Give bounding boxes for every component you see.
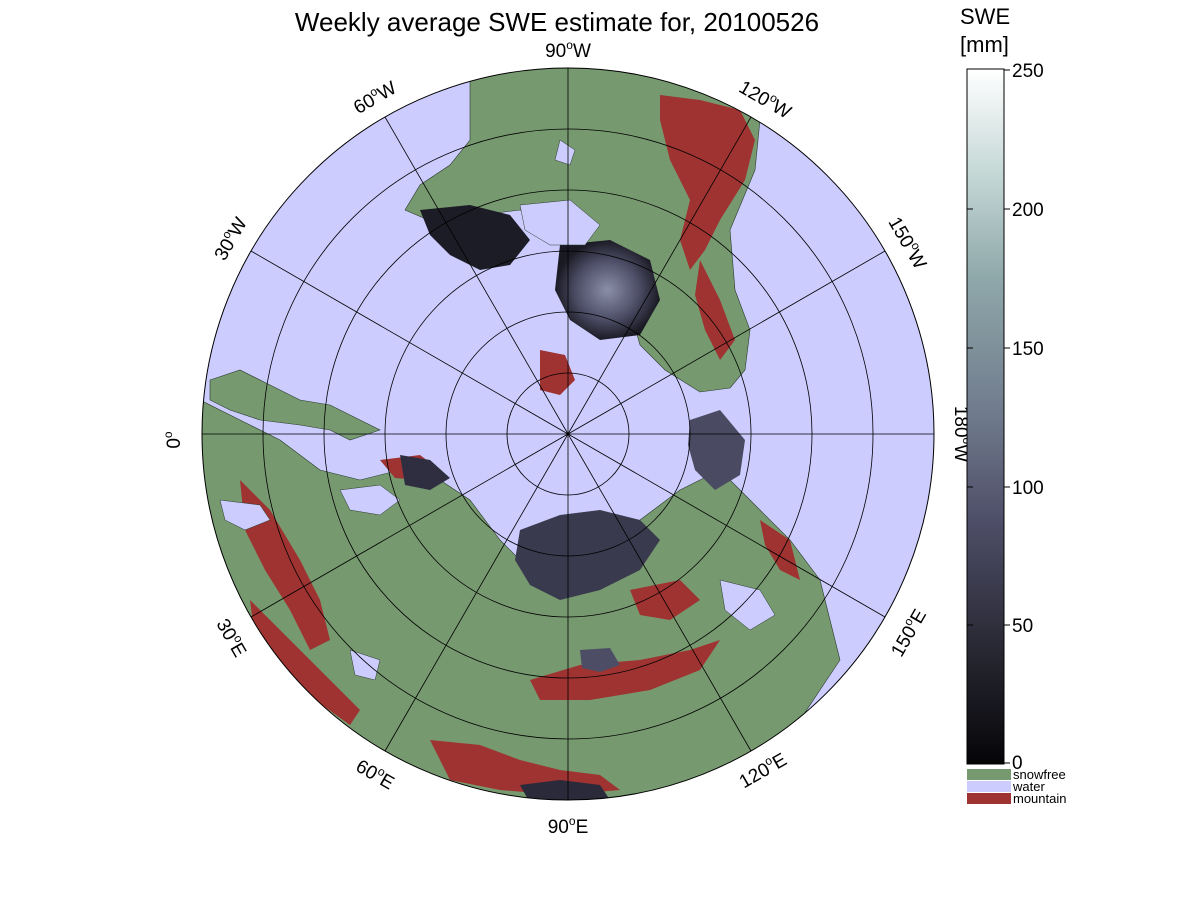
colorbar-tick-0: 0 bbox=[1012, 753, 1023, 774]
colorbar-label-unit: [mm] bbox=[960, 32, 1009, 57]
swatch-mountain bbox=[967, 793, 1011, 804]
colorbar-label-swe: SWE bbox=[960, 4, 1010, 29]
lon-label-0: 0o bbox=[161, 431, 185, 449]
category-label-water: water bbox=[1012, 779, 1045, 794]
category-legend: snowfree water mountain bbox=[967, 767, 1066, 806]
colorbar-tick-250: 250 bbox=[1012, 61, 1044, 82]
category-label-snowfree: snowfree bbox=[1013, 767, 1066, 782]
lon-label-150e: 150oE bbox=[885, 604, 931, 660]
colorbar: SWE [mm] 250 200 150 100 50 0 snowfree w… bbox=[960, 4, 1066, 806]
colorbar-tick-200: 200 bbox=[1012, 200, 1044, 221]
greenland-landmass bbox=[209, 369, 381, 441]
graticule bbox=[201, 67, 935, 801]
lakes bbox=[219, 139, 776, 681]
swatch-water bbox=[967, 781, 1011, 792]
lon-label-60e: 60oE bbox=[352, 753, 399, 794]
lon-label-90e: 90oE bbox=[548, 814, 589, 838]
lon-label-30e: 30oE bbox=[212, 614, 253, 661]
map-title: Weekly average SWE estimate for, 2010052… bbox=[295, 7, 819, 37]
colorbar-gradient bbox=[966, 68, 1005, 765]
colorbar-tick-100: 100 bbox=[1012, 478, 1044, 499]
colorbar-tick-150: 150 bbox=[1012, 339, 1044, 360]
lon-label-30w: 30oW bbox=[208, 213, 252, 265]
category-label-mountain: mountain bbox=[1013, 791, 1066, 806]
lon-label-180w: 180oW bbox=[950, 406, 974, 462]
mountain-regions bbox=[240, 95, 800, 795]
colorbar-tick-50: 50 bbox=[1012, 616, 1033, 637]
swatch-snowfree bbox=[967, 769, 1011, 780]
lon-label-90w: 90oW bbox=[545, 38, 591, 62]
polar-map: 90oW 120oW 150oW 180oW 150oE 120oE 90oE … bbox=[161, 38, 974, 838]
